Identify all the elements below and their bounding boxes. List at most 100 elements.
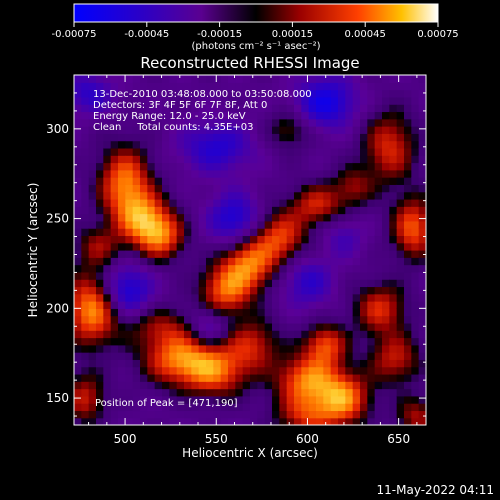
heatmap-cell [345, 286, 354, 295]
heatmap-cell [330, 417, 339, 425]
heatmap-cell [418, 279, 426, 288]
heatmap-cell [110, 169, 119, 178]
heatmap-cell [316, 140, 324, 149]
heatmap-cell [213, 344, 222, 353]
heatmap-cell [360, 242, 368, 251]
heatmap-cell [176, 228, 185, 237]
heatmap-cell [264, 279, 273, 288]
heatmap-cell [411, 147, 420, 156]
heatmap-cell [162, 169, 170, 178]
heatmap-cell [294, 235, 302, 244]
heatmap-cell [96, 133, 104, 142]
heatmap-cell [147, 169, 156, 178]
heatmap-cell [272, 279, 280, 288]
heatmap-cell [110, 96, 119, 105]
heatmap-cell [330, 301, 339, 309]
heatmap-cell [257, 330, 266, 339]
heatmap-cell [206, 344, 214, 353]
heatmap-cell [308, 410, 317, 419]
heatmap-cell [301, 257, 310, 266]
heatmap-cell [396, 381, 405, 390]
heatmap-cell [110, 177, 119, 185]
heatmap-cell [308, 250, 317, 258]
heatmap-cell [235, 330, 244, 339]
heatmap-cell [404, 322, 412, 331]
heatmap-cell [301, 235, 310, 244]
heatmap-cell [235, 410, 244, 419]
heatmap-cell [184, 177, 192, 185]
heatmap-cell [374, 366, 383, 375]
heatmap-cell [250, 126, 258, 134]
heatmap-cell [264, 388, 273, 397]
heatmap-cell [220, 293, 229, 302]
heatmap-cell [250, 89, 258, 98]
heatmap-cell [125, 242, 134, 251]
heatmap-cell [81, 140, 90, 149]
heatmap-cell [330, 184, 339, 193]
heatmap-cell [257, 191, 266, 200]
heatmap-cell [352, 155, 361, 164]
heatmap-cell [418, 126, 426, 134]
heatmap-cell [257, 169, 266, 178]
heatmap-cell [118, 322, 126, 331]
heatmap-cell [198, 279, 207, 288]
heatmap-cell [345, 373, 354, 382]
heatmap-cell [213, 228, 222, 237]
heatmap-cell [279, 235, 288, 244]
heatmap-cell [125, 191, 134, 200]
heatmap-cell [360, 308, 368, 317]
heatmap-cell [220, 388, 229, 397]
heatmap-cell [242, 75, 251, 83]
heatmap-cell [169, 279, 178, 288]
heatmap-cell [147, 228, 156, 237]
heatmap-cell [404, 104, 412, 113]
heatmap-cell [118, 279, 126, 288]
heatmap-cell [396, 344, 405, 353]
heatmap-cell [352, 337, 361, 346]
heatmap-cell [118, 104, 126, 113]
heatmap-cell [389, 75, 398, 83]
heatmap-cell [264, 337, 273, 346]
heatmap-cell [250, 220, 258, 229]
heatmap-cell [242, 417, 251, 425]
heatmap-cell [382, 198, 390, 207]
heatmap-cell [360, 155, 368, 164]
heatmap-cell [301, 96, 310, 105]
heatmap-cell [411, 359, 420, 368]
heatmap-cell [220, 126, 229, 134]
heatmap-cell [301, 417, 310, 425]
heatmap-cell [154, 111, 163, 120]
heatmap-cell [264, 322, 273, 331]
y-tick-label: 250 [46, 212, 69, 226]
heatmap-cell [81, 293, 90, 302]
heatmap-cell [96, 126, 104, 134]
heatmap-cell [242, 82, 251, 91]
heatmap-cell [338, 330, 346, 339]
heatmap-cell [184, 140, 192, 149]
heatmap-cell [352, 242, 361, 251]
heatmap-cell [110, 220, 119, 229]
heatmap-cell [279, 169, 288, 178]
heatmap-cell [125, 104, 134, 113]
heatmap-cell [198, 366, 207, 375]
heatmap-cell [162, 366, 170, 375]
heatmap-cell [162, 395, 170, 404]
heatmap-cell [250, 381, 258, 390]
heatmap-cell [345, 213, 354, 222]
heatmap-cell [103, 301, 112, 309]
heatmap-cell [242, 359, 251, 368]
heatmap-cell [389, 264, 398, 273]
heatmap-cell [272, 417, 280, 425]
heatmap-cell [294, 352, 302, 360]
heatmap-cell [140, 359, 148, 368]
heatmap-cell [220, 96, 229, 105]
heatmap-cell [242, 140, 251, 149]
heatmap-cell [352, 206, 361, 215]
heatmap-cell [389, 169, 398, 178]
heatmap-cell [81, 257, 90, 266]
heatmap-cell [103, 162, 112, 171]
heatmap-cell [338, 322, 346, 331]
heatmap-cell [110, 388, 119, 397]
heatmap-cell [382, 373, 390, 382]
heatmap-cell [132, 206, 141, 215]
